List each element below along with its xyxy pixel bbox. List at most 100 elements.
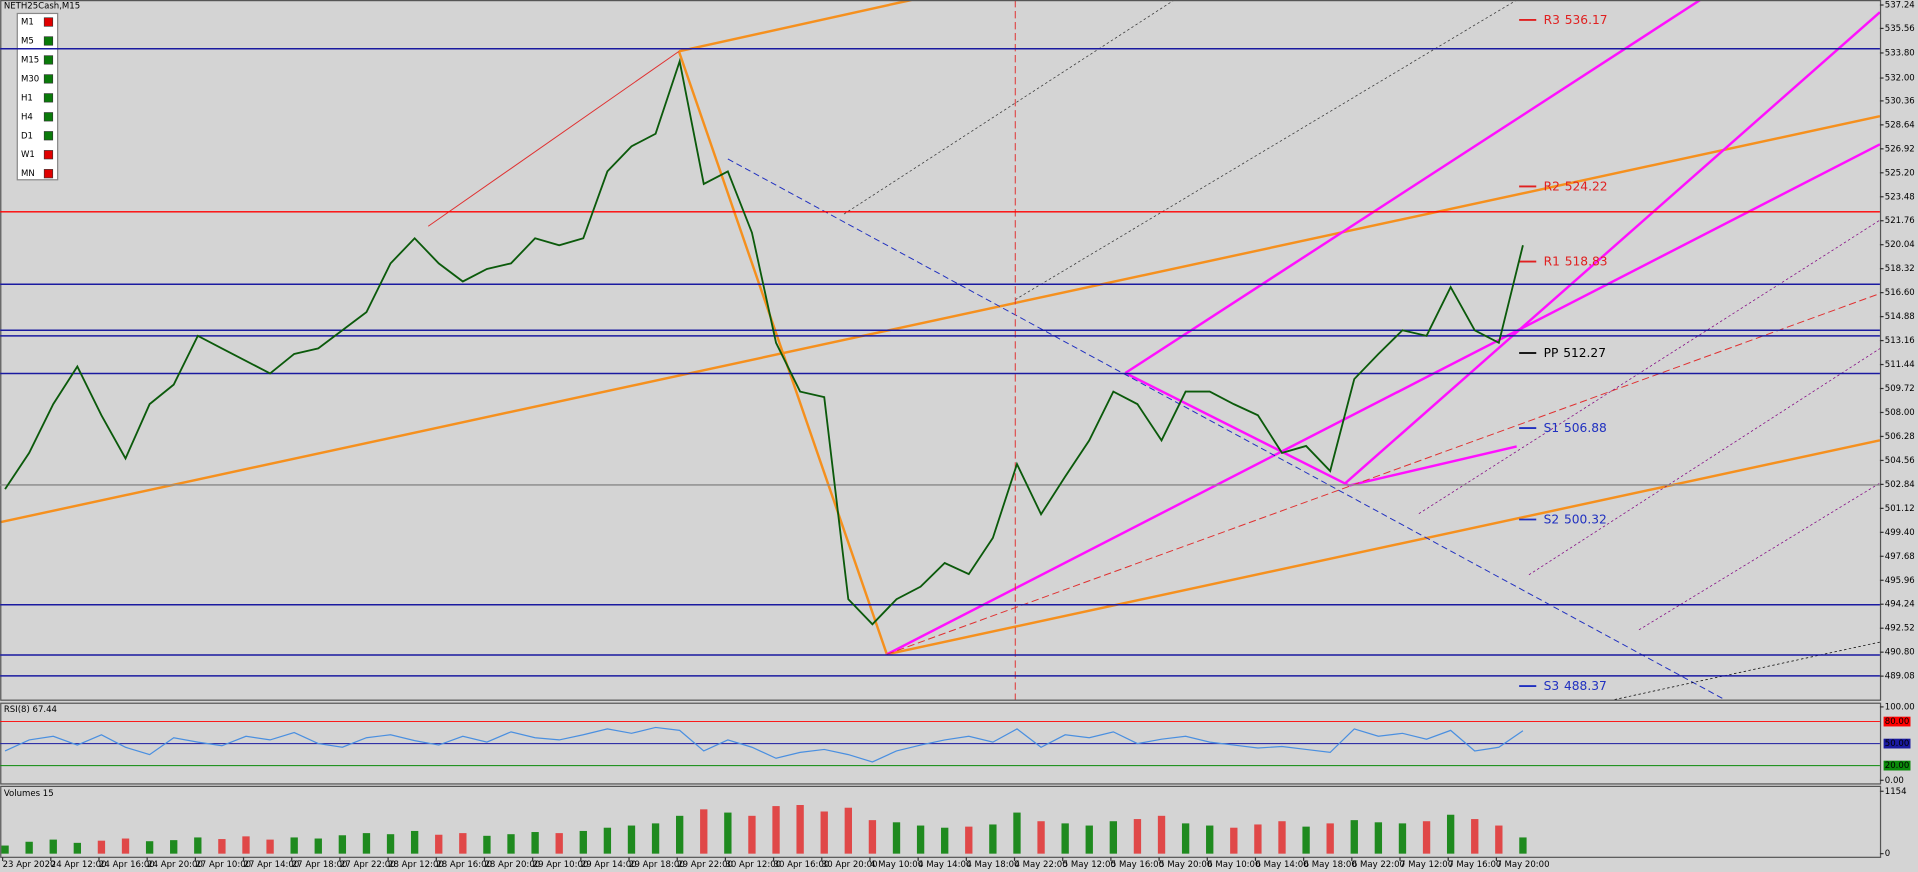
x-tick-label: 27 Apr 22:00 xyxy=(340,860,396,870)
x-tick-label: 7 May 16:00 xyxy=(1448,860,1501,870)
x-tick-label: 27 Apr 10:00 xyxy=(195,860,251,870)
y-tick-label: 495.96 xyxy=(1885,576,1915,586)
pivot-name: S3 xyxy=(1544,679,1560,693)
y-tick-label: 528.64 xyxy=(1885,120,1915,130)
pivot-label: PP 512.27 xyxy=(1544,345,1606,359)
volume-bar xyxy=(700,809,708,854)
volume-bar xyxy=(145,841,154,854)
x-tick-label: 30 Apr 20:00 xyxy=(822,860,878,870)
rsi-level-label: 80.00 xyxy=(1885,717,1909,727)
volume-bar xyxy=(1181,823,1190,854)
volume-bar xyxy=(1398,823,1407,854)
y-tick-label: 537.24 xyxy=(1885,1,1915,11)
volume-bar xyxy=(242,836,250,854)
volume-bar xyxy=(121,838,130,854)
y-tick-label: 526.92 xyxy=(1885,144,1915,154)
pivot-value: 512.27 xyxy=(1563,345,1606,359)
zigzag-line xyxy=(427,50,680,227)
x-tick-label: 4 May 10:00 xyxy=(870,860,923,870)
y-tick-label: 514.88 xyxy=(1885,312,1915,322)
y-tick-label: 516.60 xyxy=(1885,288,1915,298)
channel-line xyxy=(1124,0,1701,375)
y-tick-label: 499.40 xyxy=(1885,528,1915,538)
pivot-label: S3 488.37 xyxy=(1544,679,1607,693)
volume-bar xyxy=(868,820,877,854)
rsi-tick-label: 0.00 xyxy=(1885,776,1904,786)
timeframe-label: W1 xyxy=(21,150,35,160)
rsi-level-box xyxy=(1883,738,1911,749)
volume-bar xyxy=(1495,825,1503,854)
volume-bar xyxy=(796,805,804,854)
volume-bar xyxy=(266,839,274,854)
volume-tick-label: 0 xyxy=(1885,849,1890,859)
pivot-label: S1 506.88 xyxy=(1544,421,1607,435)
y-tick-label: 532.00 xyxy=(1885,74,1915,84)
timeframe-label: H1 xyxy=(21,93,33,103)
x-tick-label: 24 Apr 12:00 xyxy=(51,860,107,870)
y-tick-label: 504.56 xyxy=(1885,456,1915,466)
rsi-level-label: 50.00 xyxy=(1885,739,1909,749)
y-tick-label: 494.24 xyxy=(1885,600,1915,610)
volume-bar xyxy=(507,834,515,854)
trend-line xyxy=(678,0,912,53)
volume-bar xyxy=(772,806,780,854)
x-tick-label: 6 May 22:00 xyxy=(1352,860,1405,870)
volume-bar xyxy=(1230,827,1238,854)
pivot-label: R3 536.17 xyxy=(1544,12,1608,26)
x-tick-label: 5 May 20:00 xyxy=(1159,860,1212,870)
x-tick-label: 29 Apr 14:00 xyxy=(581,860,637,870)
y-tick-label: 511.44 xyxy=(1885,360,1915,370)
pivot-label: R2 524.22 xyxy=(1544,179,1608,193)
volume-bar xyxy=(1013,812,1021,854)
x-tick-label: 29 Apr 18:00 xyxy=(629,860,685,870)
volume-bar xyxy=(1037,821,1045,854)
volume-bar xyxy=(1061,823,1069,854)
y-tick-label: 523.48 xyxy=(1885,192,1915,202)
volume-bar xyxy=(170,840,178,854)
volume-bar xyxy=(820,811,828,854)
x-tick-label: 7 May 20:00 xyxy=(1496,860,1549,870)
x-tick-label: 6 May 10:00 xyxy=(1207,860,1260,870)
pivot-name: S2 xyxy=(1544,512,1560,526)
drawings xyxy=(0,0,1882,858)
rsi-tick-label: 100.00 xyxy=(1885,702,1915,712)
volume-bar xyxy=(338,835,347,854)
timeframe-status xyxy=(43,55,54,65)
volume-bar xyxy=(410,830,419,854)
channel-line xyxy=(1124,371,1350,487)
pivot-value: 488.37 xyxy=(1564,679,1607,693)
timeframe-label: M15 xyxy=(21,55,39,65)
volume-bar xyxy=(314,838,322,854)
y-tick-label: 506.28 xyxy=(1885,432,1915,442)
x-tick-label: 5 May 12:00 xyxy=(1063,860,1116,870)
rsi-line xyxy=(4,726,1524,763)
y-tick-label: 502.84 xyxy=(1885,480,1915,490)
pivot-label: R1 518.83 xyxy=(1544,254,1608,268)
volume-bar xyxy=(965,826,973,854)
volume-bar xyxy=(1278,821,1286,854)
y-tick-label: 525.20 xyxy=(1885,168,1915,178)
x-tick-label: 7 May 12:00 xyxy=(1400,860,1453,870)
y-tick-label: 497.68 xyxy=(1885,552,1915,562)
trend-line xyxy=(0,114,1881,524)
fib-line xyxy=(1638,482,1881,631)
volume-bar xyxy=(459,833,467,854)
volume-bar xyxy=(555,833,563,854)
rsi-level-box xyxy=(1883,716,1911,727)
trend-line xyxy=(677,50,888,655)
timeframe-label: MN xyxy=(21,169,35,179)
volume-bar xyxy=(1302,826,1310,854)
volume-title: Volumes 15 xyxy=(4,789,54,799)
x-tick-label: 29 Apr 22:00 xyxy=(677,860,733,870)
volume-bar xyxy=(1133,819,1142,854)
volume-bar xyxy=(724,812,732,854)
volume-bar xyxy=(1374,822,1383,854)
fib-line xyxy=(1614,641,1880,700)
pivot-value: 506.88 xyxy=(1564,421,1607,435)
volume-bar xyxy=(1446,814,1455,854)
pivot-value: 524.22 xyxy=(1565,179,1608,193)
pivot-name: S1 xyxy=(1544,421,1560,435)
channel-line xyxy=(886,143,1881,656)
timeframe-status xyxy=(43,74,54,84)
main-panel-border xyxy=(0,0,1882,701)
